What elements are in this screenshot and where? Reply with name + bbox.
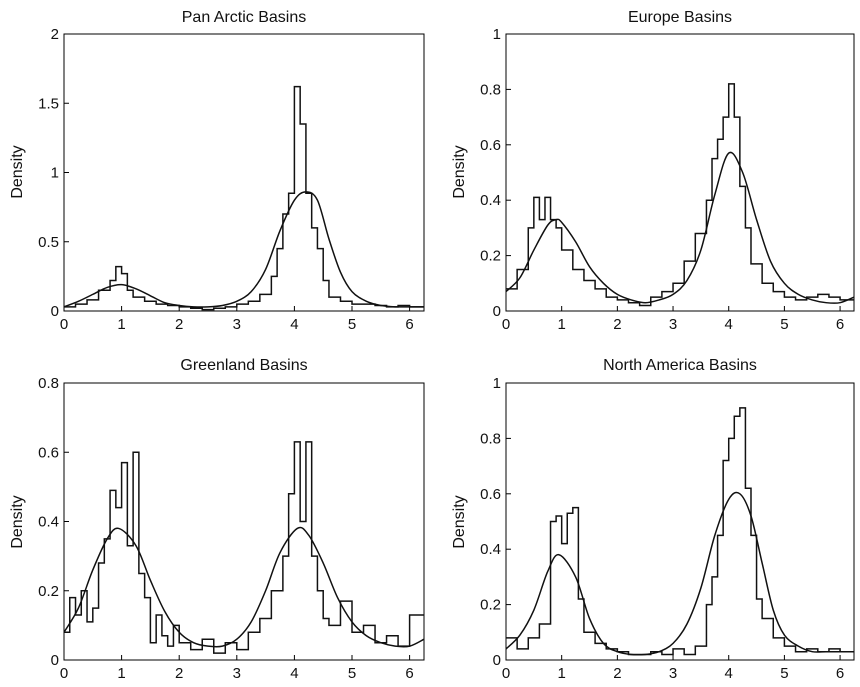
plot-frame: [63, 33, 425, 312]
histogram-path: [506, 407, 854, 656]
x-tick-label: 3: [669, 665, 677, 682]
x-tick-label: 2: [175, 665, 183, 682]
x-tick-label: 3: [669, 316, 677, 333]
x-tick-label: 6: [836, 316, 844, 333]
x-tick-label: 5: [780, 316, 788, 333]
y-axis-label: Density: [9, 145, 26, 198]
x-tick-label: 5: [348, 665, 356, 682]
histogram-path: [64, 85, 424, 311]
panel-title: Europe Basins: [628, 9, 732, 26]
x-tick-label: 6: [405, 316, 413, 333]
x-tick-label: 4: [290, 316, 298, 333]
y-tick-label: 0.8: [480, 81, 501, 98]
fit-curve: [505, 151, 855, 304]
y-tick-label: 0: [493, 652, 501, 669]
y-tick-label: 0.5: [38, 234, 59, 251]
y-tick-label: 2: [51, 26, 59, 43]
panel-title: Greenland Basins: [180, 357, 307, 374]
fit-curve: [63, 526, 425, 648]
plot-frame: [63, 382, 425, 661]
x-tick-label: 0: [60, 316, 68, 333]
x-tick-label: 0: [60, 665, 68, 682]
y-tick-label: 0.4: [480, 541, 501, 558]
x-tick-label: 0: [502, 316, 510, 333]
x-tick-label: 2: [175, 316, 183, 333]
histogram-path: [64, 441, 424, 654]
x-tick-label: 1: [117, 316, 125, 333]
plot-frame: [505, 33, 855, 312]
y-tick-label: 1.5: [38, 95, 59, 112]
y-tick-label: 0: [493, 303, 501, 320]
y-axis-label: Density: [9, 495, 26, 548]
fit-curve: [505, 491, 854, 656]
x-tick-label: 3: [233, 665, 241, 682]
fit-curve: [63, 191, 424, 308]
y-tick-label: 0.6: [480, 137, 501, 154]
x-tick-label: 4: [725, 316, 733, 333]
y-tick-label: 0: [51, 652, 59, 669]
x-tick-label: 6: [836, 665, 844, 682]
x-tick-label: 0: [502, 665, 510, 682]
tick-group: 0 1 2 3 4 5 6 0 0.2 0.4 0.6 0.8: [38, 375, 414, 682]
y-tick-label: 0.2: [38, 583, 59, 600]
y-tick-label: 0.2: [480, 597, 501, 614]
x-tick-label: 6: [405, 665, 413, 682]
x-tick-label: 4: [290, 665, 298, 682]
x-tick-label: 2: [613, 665, 621, 682]
tick-group: 0 1 2 3 4 5 6 0 0.2 0.4 0.6 0.8 1: [480, 375, 844, 682]
y-tick-label: 0.8: [480, 430, 501, 447]
panel-title: North America Basins: [603, 357, 757, 374]
y-axis-label: Density: [451, 145, 468, 198]
y-axis-label: Density: [451, 495, 468, 548]
x-tick-label: 2: [613, 316, 621, 333]
x-tick-label: 5: [348, 316, 356, 333]
y-tick-label: 0.2: [480, 248, 501, 265]
x-tick-label: 1: [117, 665, 125, 682]
y-tick-label: 0.8: [38, 375, 59, 392]
x-tick-label: 1: [558, 665, 566, 682]
tick-group: 0 1 2 3 4 5 6 0 0.5 1 1.5 2: [38, 26, 414, 333]
panel-pan-arctic: Pan Arctic Basins Density 0 1 2 3 4 5 6 0 0.5 1 1.…: [9, 9, 425, 333]
panel-north-america: North America Basins Density 0 1 2 3 4 5 6 0 0.2…: [451, 357, 855, 682]
panel-europe: Europe Basins Density 0 1 2 3 4 5 600.20.40.60…: [451, 9, 855, 333]
panel-greenland: Greenland Basins Density 0 1 2 3 4 5 600.20.40…: [9, 357, 425, 682]
x-tick-label: 4: [725, 665, 733, 682]
y-tick-label: 0: [51, 303, 59, 320]
tick-group: 0 1 2 3 4 5 6 0 0.2 0.4 0.6 0.8 1: [480, 26, 844, 333]
y-tick-label: 0.4: [38, 514, 59, 531]
histogram-path: [506, 83, 854, 307]
plot-frame: [505, 382, 855, 661]
x-tick-label: 5: [780, 665, 788, 682]
y-tick-label: 0.6: [38, 444, 59, 461]
y-tick-label: 1: [493, 375, 501, 392]
x-tick-label: 1: [558, 316, 566, 333]
y-tick-label: 1: [51, 165, 59, 182]
y-tick-label: 1: [493, 26, 501, 43]
x-tick-label: 3: [233, 316, 241, 333]
y-tick-label: 0.4: [480, 192, 501, 209]
y-tick-label: 0.6: [480, 486, 501, 503]
panel-title: Pan Arctic Basins: [182, 9, 307, 26]
